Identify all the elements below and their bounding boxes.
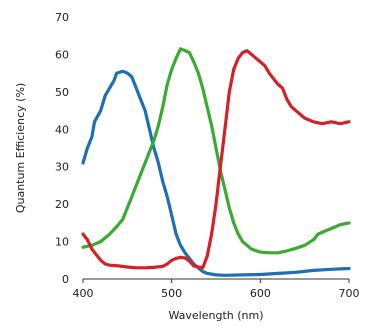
labels: Wavelength (nm) Quantum Efficiency (%)	[14, 83, 264, 322]
y-tick-label: 10	[55, 236, 69, 249]
y-tick-label: 0	[62, 273, 69, 286]
y-tick-label: 50	[55, 86, 69, 99]
series-group	[81, 47, 351, 277]
y-tick-label: 60	[55, 48, 69, 61]
y-tick-label: 40	[55, 123, 69, 136]
series-line-red	[81, 49, 351, 270]
x-tick-label: 700	[339, 287, 360, 300]
x-axis-title: Wavelength (nm)	[168, 309, 263, 322]
y-tick-label: 20	[55, 198, 69, 211]
axes: 0 10 20 30 40 50 60 70 400 500 600 700	[55, 11, 360, 300]
x-tick-label: 400	[73, 287, 94, 300]
x-tick-label: 600	[250, 287, 271, 300]
series-line-green	[81, 47, 351, 255]
y-axis-title: Quantum Efficiency (%)	[14, 83, 27, 213]
series-line-blue	[81, 69, 351, 277]
y-tick-label: 70	[55, 11, 69, 24]
x-tick-label: 500	[161, 287, 182, 300]
y-tick-label: 30	[55, 161, 69, 174]
